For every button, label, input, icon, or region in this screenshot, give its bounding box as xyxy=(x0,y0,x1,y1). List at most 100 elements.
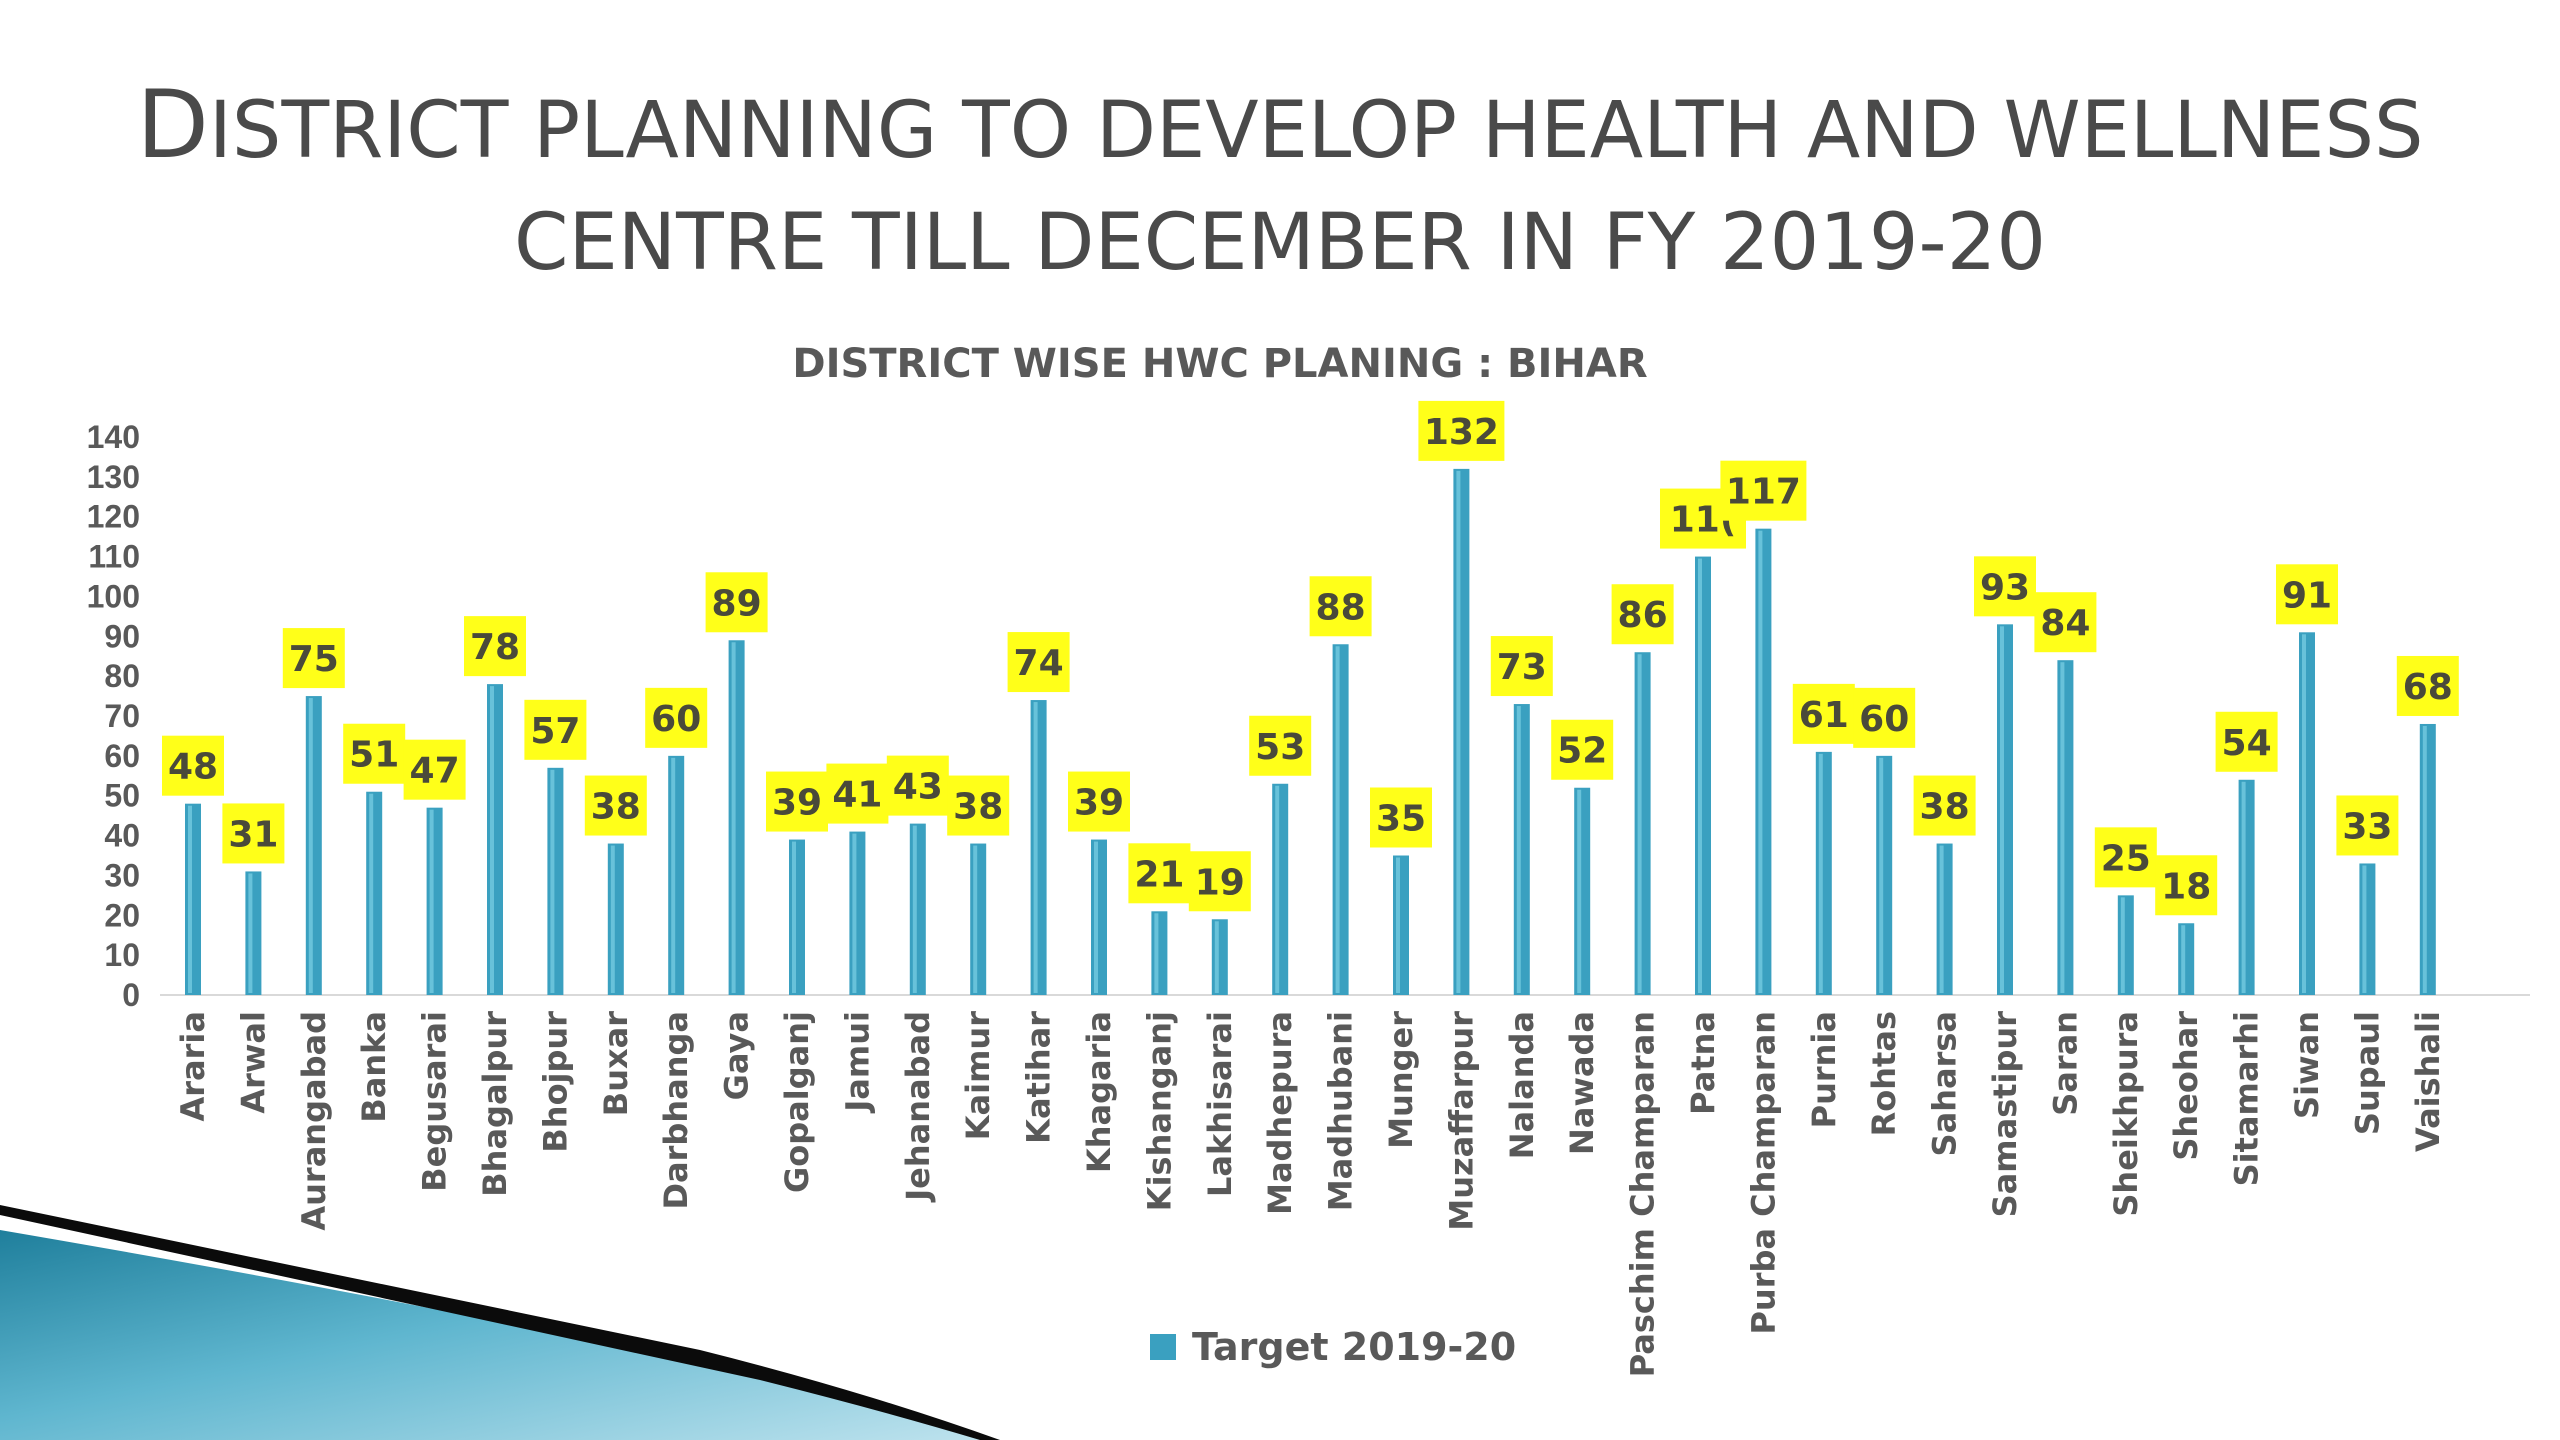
bar-highlight xyxy=(671,757,676,993)
x-tick-label: Khagaria xyxy=(1080,1011,1118,1173)
data-label: 117 xyxy=(1726,472,1801,513)
bar-highlight xyxy=(550,769,555,993)
data-label-background xyxy=(886,755,949,816)
data-label: 68 xyxy=(2403,667,2453,708)
data-label-background xyxy=(2094,827,2157,888)
bar-highlight xyxy=(188,805,192,993)
bar xyxy=(1695,556,1711,995)
data-label-background xyxy=(1309,576,1372,637)
y-tick-label: 20 xyxy=(104,897,140,933)
bar xyxy=(970,843,987,995)
data-label-background xyxy=(464,616,526,677)
data-label-background xyxy=(1249,715,1312,776)
bar xyxy=(1393,855,1409,995)
bar xyxy=(1272,783,1289,995)
y-tick-label: 60 xyxy=(104,738,140,774)
data-label-background xyxy=(1128,843,1191,904)
data-label: 52 xyxy=(1557,731,1607,772)
slide-corner-decoration xyxy=(0,1205,1000,1440)
data-label: 43 xyxy=(893,767,943,808)
x-tick-label: Arwal xyxy=(234,1011,272,1114)
bar-highlight xyxy=(1577,789,1582,993)
decoration-dark-swoosh xyxy=(0,1205,1000,1440)
data-label-background xyxy=(2396,655,2459,716)
data-label: 54 xyxy=(2222,723,2272,764)
bar-highlight xyxy=(973,845,978,993)
bar-highlight xyxy=(1758,530,1763,993)
x-tick-label: Purnia xyxy=(1805,1011,1843,1128)
bar-highlight xyxy=(1818,753,1823,993)
bar-highlight xyxy=(1275,785,1280,993)
data-label: 57 xyxy=(530,711,580,752)
bar-highlight xyxy=(1879,757,1884,993)
bar xyxy=(1030,700,1047,995)
x-tick-label: Madhepura xyxy=(1261,1011,1299,1215)
bar-highlight xyxy=(308,698,313,993)
slide-title-initial: D xyxy=(136,71,209,180)
x-tick-label: Vaishali xyxy=(2409,1011,2447,1152)
data-label: 38 xyxy=(591,787,641,828)
bar-highlight xyxy=(792,841,796,993)
x-tick-label: Darbhanga xyxy=(657,1011,695,1210)
data-label-background xyxy=(1853,687,1916,748)
x-tick-label: Nalanda xyxy=(1503,1011,1541,1159)
x-tick-label: Nawada xyxy=(1563,1011,1601,1155)
data-label-background xyxy=(645,687,708,748)
x-tick-label: Bhojpur xyxy=(536,1011,574,1153)
bar xyxy=(909,823,926,995)
bar xyxy=(2057,660,2074,995)
legend-swatch xyxy=(1150,1334,1176,1360)
x-tick-label: Kishanganj xyxy=(1140,1011,1178,1211)
bar xyxy=(1876,755,1893,995)
y-tick-label: 100 xyxy=(87,578,140,614)
data-label-background xyxy=(2276,564,2338,625)
x-tick-label: Sitamarhi xyxy=(2228,1011,2266,1186)
data-label: 31 xyxy=(228,814,278,855)
bar-highlight xyxy=(1033,702,1038,993)
data-label-background xyxy=(1490,636,1553,697)
bar-highlight xyxy=(1939,845,1944,993)
bar xyxy=(245,871,262,995)
slide-title-line1: DISTRICT PLANNING TO DEVELOP HEALTH AND … xyxy=(0,70,2560,187)
data-label-background xyxy=(524,699,587,760)
bar-highlight xyxy=(2422,725,2427,993)
bar-highlight xyxy=(2000,626,2004,993)
data-label: 60 xyxy=(1859,699,1909,740)
data-label: 75 xyxy=(289,639,339,680)
data-label: 73 xyxy=(1497,647,1547,688)
bar xyxy=(1453,468,1470,995)
x-tick-label: Jamui xyxy=(838,1011,876,1114)
bar xyxy=(607,843,624,995)
data-label: 21 xyxy=(1134,854,1184,895)
data-label-background xyxy=(403,739,466,800)
data-label: 39 xyxy=(1074,783,1124,824)
x-tick-label: Araria xyxy=(174,1011,212,1121)
bar xyxy=(1574,787,1591,995)
slide-title-line1-rest: ISTRICT PLANNING TO DEVELOP HEALTH AND W… xyxy=(208,86,2424,176)
x-tick-label: Rohtas xyxy=(1865,1011,1903,1136)
bar xyxy=(547,767,564,995)
bar xyxy=(305,696,322,995)
data-label: 41 xyxy=(832,775,882,816)
bar-highlight xyxy=(852,833,857,993)
data-label: 35 xyxy=(1376,799,1426,840)
data-label: 84 xyxy=(2040,603,2090,644)
data-label: 88 xyxy=(1316,587,1366,628)
x-axis: Araria Arwal Aurangabad Banka Begusarai Bhaga… xyxy=(160,994,2530,1377)
y-tick-label: 80 xyxy=(104,658,140,694)
data-label: 132 xyxy=(1424,412,1499,453)
bar xyxy=(2419,723,2436,995)
bar-highlight xyxy=(429,809,434,993)
data-label-background xyxy=(826,763,889,824)
data-label: 89 xyxy=(712,583,762,624)
data-label-background xyxy=(1720,460,1807,521)
data-label: 91 xyxy=(2282,575,2332,616)
data-label-background xyxy=(1068,771,1130,832)
data-label-background xyxy=(282,628,345,689)
data-label-background xyxy=(584,775,647,836)
data-label: 25 xyxy=(2101,838,2151,879)
x-tick-label: Sheikhpura xyxy=(2107,1011,2145,1217)
x-tick-label: Saran xyxy=(2046,1011,2084,1116)
data-label-background xyxy=(343,723,406,784)
chart-title: DISTRICT WISE HWC PLANING : BIHAR xyxy=(792,341,1647,387)
